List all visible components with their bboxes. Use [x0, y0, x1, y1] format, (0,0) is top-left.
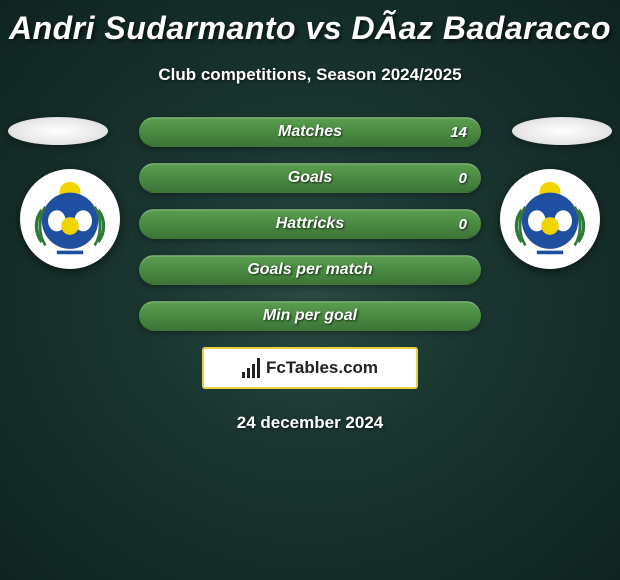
brand-text: FcTables.com	[266, 358, 378, 378]
stat-label: Min per goal	[263, 307, 357, 325]
stat-bar-goals: Goals 0	[139, 163, 481, 193]
brand-box: FcTables.com	[202, 347, 418, 389]
stat-bar-matches: Matches 14	[139, 117, 481, 147]
stat-bar-goals-per-match: Goals per match	[139, 255, 481, 285]
stat-label: Hattricks	[276, 215, 344, 233]
page-title: Andri Sudarmanto vs DÃ­az Badaracco	[0, 0, 620, 47]
player-right-slot	[512, 117, 612, 145]
stat-bar-min-per-goal: Min per goal	[139, 301, 481, 331]
bar-chart-icon	[242, 358, 260, 378]
subtitle: Club competitions, Season 2024/2025	[0, 65, 620, 85]
stat-label: Matches	[278, 123, 342, 141]
stats-bars: Matches 14 Goals 0 Hattricks 0 Goals per…	[139, 117, 481, 331]
club-badge-left	[20, 169, 120, 269]
club-badge-right	[500, 169, 600, 269]
stat-label: Goals per match	[247, 261, 372, 279]
stat-value-right: 0	[459, 170, 467, 187]
club-crest-icon	[26, 175, 114, 263]
date-text: 24 december 2024	[0, 413, 620, 433]
stat-label: Goals	[288, 169, 332, 187]
comparison-block: Matches 14 Goals 0 Hattricks 0 Goals per…	[0, 117, 620, 433]
stat-bar-hattricks: Hattricks 0	[139, 209, 481, 239]
stat-value-right: 0	[459, 216, 467, 233]
club-crest-icon	[506, 175, 594, 263]
stat-value-right: 14	[450, 124, 467, 141]
player-left-slot	[8, 117, 108, 145]
